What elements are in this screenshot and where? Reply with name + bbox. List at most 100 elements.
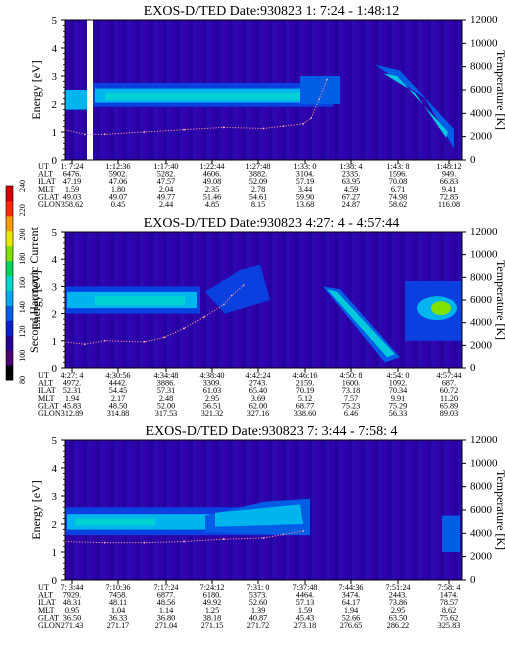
ephemeris-cell: 47.06 [109,177,127,186]
temperature-point [318,98,320,101]
ephemeris-cell: 7:24:12 [199,583,224,592]
temp-tick-label: 12000 [470,226,498,238]
ephemeris-cell: 4:38:40 [199,371,224,380]
spectrogram-noise [316,232,322,368]
energy-band-peak [95,295,185,306]
spectrogram-noise [417,440,423,580]
temperature-point [143,341,146,343]
colorbar-swatch [6,290,13,306]
ephemeris-cell: 1.59 [298,606,312,615]
spectrogram-noise [369,440,375,580]
temperature-point [103,133,106,136]
spectrogram-noise [395,232,401,368]
ephemeris-cell: 48.31 [63,598,81,607]
ephemeris-cell: 52.09 [249,177,267,186]
ephemeris-cell: 65.40 [249,386,267,395]
spectrogram-noise [395,20,401,160]
energy-axis-label: Energy [eV] [29,270,43,329]
ephemeris-cell: 5.12 [298,394,312,403]
temperature-point [183,128,186,131]
spectrogram-noise [356,232,361,368]
spectrogram-noise [373,440,379,580]
ephemeris-cell: 49.07 [109,192,127,201]
ephemeris-cell: 1:48:12 [436,162,461,171]
ephemeris-cell: 2.35 [205,185,219,194]
colorbar-label: Second Harmonic Current [27,226,41,353]
spectrogram-noise [373,232,379,368]
colorbar-swatch [6,186,13,202]
ephemeris-cell: 4.85 [205,200,219,209]
ephemeris-cell: 7458. [109,591,127,600]
spectrogram-noise [347,20,353,160]
spectrogram-noise [201,232,207,368]
temp-tick-label: 10000 [470,37,498,49]
ephemeris-cell: 61.03 [203,386,221,395]
ephemeris-cell: 57.19 [296,177,314,186]
spectrogram-noise [409,20,414,160]
energy-band-peak [105,92,325,100]
temperature-point [262,127,265,130]
spectrogram-noise [444,20,450,160]
diagonal-band-core [327,289,395,358]
temperature-point [326,78,328,81]
ephemeris-row-label: UT [38,371,49,380]
ephemeris-cell: 70.19 [296,386,314,395]
temperature-point [262,537,265,539]
spectrogram-noise [439,20,445,160]
ephemeris-cell: 271.43 [61,621,84,630]
temperature-point [302,122,305,125]
temperature-point [203,316,205,318]
ephemeris-cell: 4:30:56 [105,371,130,380]
ephemeris-cell: 1.94 [344,606,358,615]
colorbar-swatch [6,215,13,232]
ephemeris-cell: 36.80 [157,613,175,622]
ephemeris-cell: 73.18 [342,386,360,395]
ephemeris-cell: 1600. [342,379,360,388]
spectrogram-noise [312,232,317,368]
colorbar-tick-label: 180 [18,253,27,265]
temperature-point [222,538,225,541]
ephemeris-cell: 273.18 [294,621,317,630]
temperature-point [83,343,86,346]
spectrogram-noise [289,232,295,368]
ephemeris-cell: 66.83 [440,177,458,186]
ephemeris-cell: 70.34 [389,386,407,395]
ephemeris-cell: 4:57:44 [436,371,461,380]
colorbar-swatch [6,365,13,381]
ephemeris-cell: 2.44 [159,200,173,209]
ephemeris-cell: 52.66 [342,613,360,622]
ephemeris-cell: 271.72 [247,621,270,630]
spectrogram-noise [276,232,282,368]
spectrogram-noise [387,20,392,160]
colorbar-tick-label: 160 [18,277,27,289]
temperature-point [183,327,186,330]
ephemeris-cell: 6.46 [344,409,358,418]
temp-tick-label: 6000 [470,84,493,96]
spectrogram-noise [364,440,370,580]
spectrogram-noise [439,440,445,580]
ephemeris-cell: 48.50 [109,401,127,410]
colorbar-swatch [6,305,13,321]
spectrogram-noise [391,440,397,580]
spectrogram-noise [298,232,304,368]
ephemeris-cell: 0.45 [111,200,125,209]
colorbar-tick-label: 140 [18,301,27,313]
ephemeris-cell: 1: 7:24 [61,162,84,171]
temp-tick-label: 4000 [470,317,493,329]
ephemeris-cell: 3474. [342,591,360,600]
ephemeris-cell: 1:22:44 [199,162,224,171]
temp-tick-label: 4000 [470,107,493,119]
ephemeris-cell: 59.90 [296,192,314,201]
y-tick-label: 1 [52,336,58,348]
y-tick-label: 4 [52,254,58,266]
energy-band-left [65,90,87,110]
ephemeris-cell: 36.50 [63,613,81,622]
spectrogram-noise [312,440,317,580]
ephemeris-cell: 6.71 [391,185,405,194]
panel-1: EXOS-D/TED Date:930823 1: 7:24 - 1:48:12… [29,4,505,209]
energy-band-rise-core [215,504,303,527]
temp-tick-label: 2000 [470,131,493,143]
ephemeris-row-label: ILAT [38,177,56,186]
ephemeris-cell: 4606. [203,170,221,179]
ephemeris-cell: 116.08 [438,200,460,209]
